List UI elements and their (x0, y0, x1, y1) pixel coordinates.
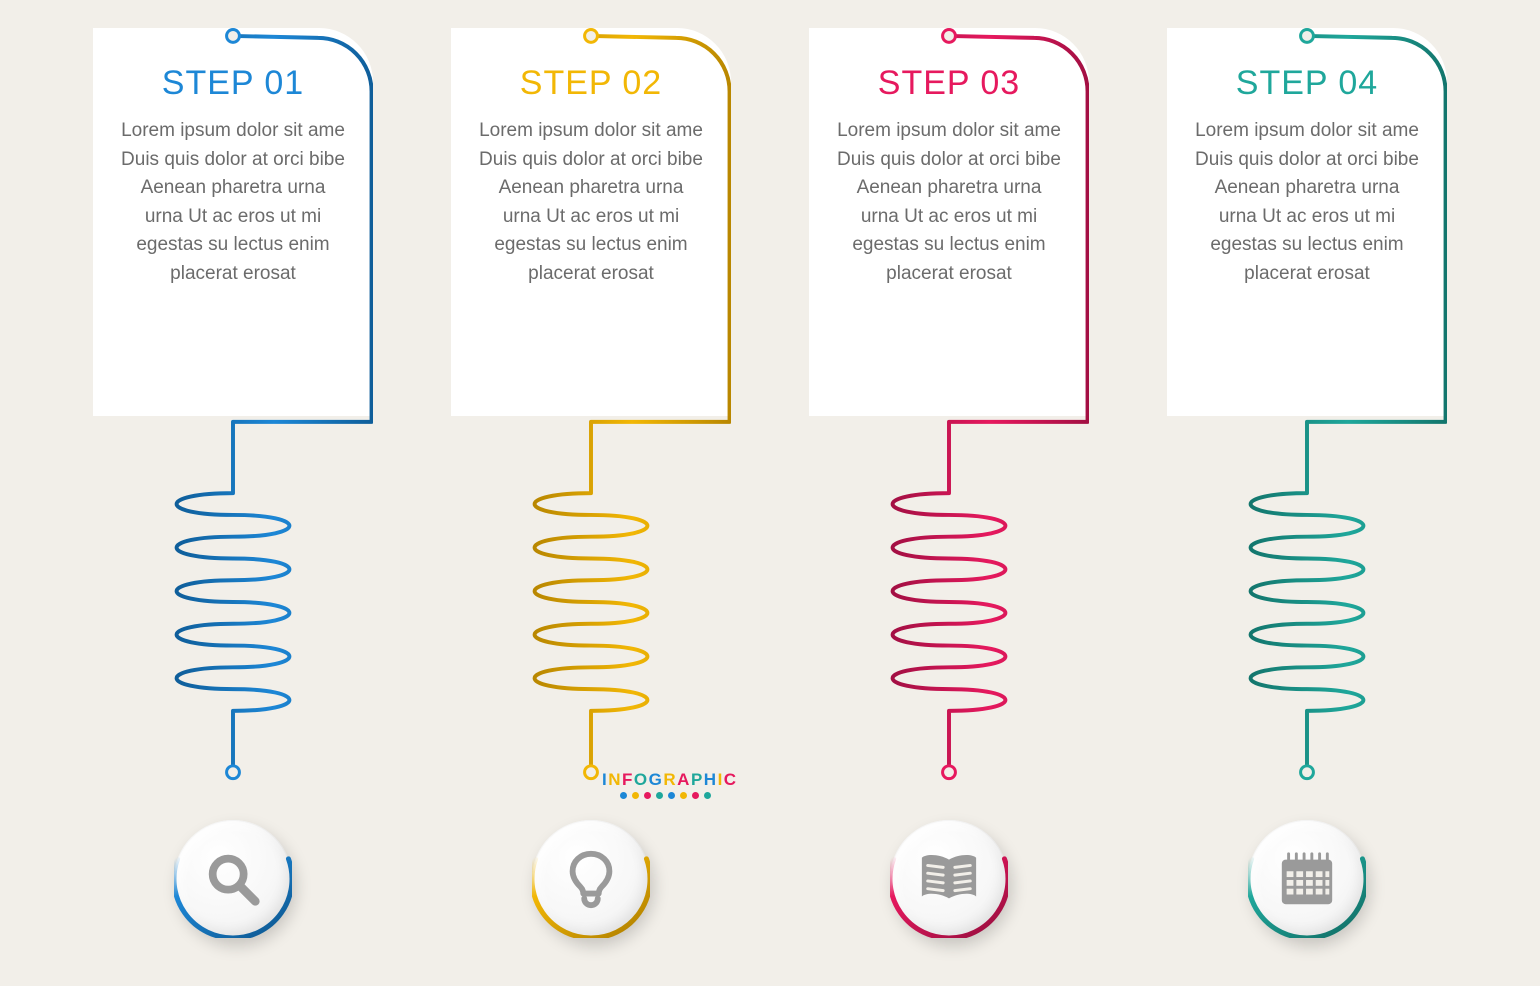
step-4: STEP 04 Lorem ipsum dolor sit ame Duis qu… (1167, 28, 1447, 416)
step-2: STEP 02 Lorem ipsum dolor sit ame Duis qu… (451, 28, 731, 416)
steps-row: STEP 01 Lorem ipsum dolor sit ame Duis qu… (0, 28, 1540, 416)
calendar-icon (1276, 848, 1338, 910)
step-3: STEP 03 Lorem ipsum dolor sit ame Duis qu… (809, 28, 1089, 416)
step-icon-disc (1248, 820, 1366, 938)
step-icon-disc (174, 820, 292, 938)
step-title: STEP 01 (121, 64, 345, 103)
step-body: Lorem ipsum dolor sit ame Duis quis dolo… (837, 117, 1061, 288)
step-card: STEP 01 Lorem ipsum dolor sit ame Duis qu… (93, 28, 373, 416)
step-icon-disc (532, 820, 650, 938)
step-body: Lorem ipsum dolor sit ame Duis quis dolo… (121, 117, 345, 288)
step-card: STEP 03 Lorem ipsum dolor sit ame Duis qu… (809, 28, 1089, 416)
step-title: STEP 03 (837, 64, 1061, 103)
infographic-watermark: INFOGRAPHIC (602, 770, 738, 790)
step-1: STEP 01 Lorem ipsum dolor sit ame Duis qu… (93, 28, 373, 416)
step-title: STEP 04 (1195, 64, 1419, 103)
step-card: STEP 04 Lorem ipsum dolor sit ame Duis qu… (1167, 28, 1447, 416)
magnifier-icon (202, 848, 264, 910)
bulb-icon (560, 848, 622, 910)
infographic-watermark-dots (620, 792, 711, 799)
step-body: Lorem ipsum dolor sit ame Duis quis dolo… (479, 117, 703, 288)
infographic-stage: STEP 01 Lorem ipsum dolor sit ame Duis qu… (0, 0, 1540, 980)
book-icon (918, 848, 980, 910)
step-body: Lorem ipsum dolor sit ame Duis quis dolo… (1195, 117, 1419, 288)
step-card: STEP 02 Lorem ipsum dolor sit ame Duis qu… (451, 28, 731, 416)
step-title: STEP 02 (479, 64, 703, 103)
step-icon-disc (890, 820, 1008, 938)
